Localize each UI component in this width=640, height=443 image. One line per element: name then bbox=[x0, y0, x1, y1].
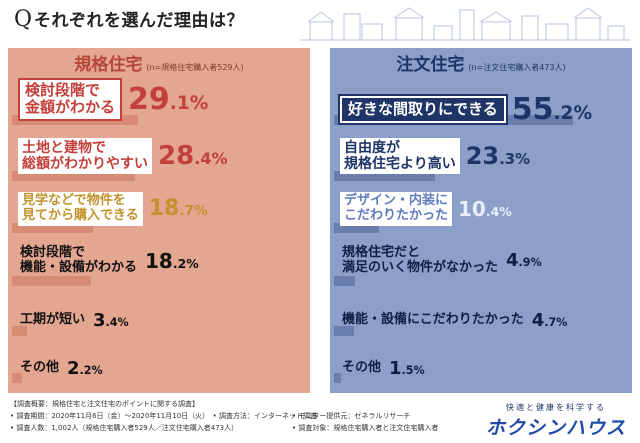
item-chumon-5: その他 1.5% bbox=[342, 358, 425, 379]
survey-footnote: 【調査概要：規格住宅と注文住宅のポイントに関する調査】 • 調査期間：2020年… bbox=[10, 400, 439, 432]
town-illustration-icon bbox=[300, 7, 630, 41]
item-kikaku-2: 見学などで物件を 見てから購入できる 18.7% bbox=[18, 192, 208, 226]
item-chumon-2: デザイン・内装に こだわりたかった 10.4% bbox=[340, 192, 512, 226]
item-chumon-1: 自由度が 規格住宅より高い 23.3% bbox=[340, 138, 531, 175]
item-kikaku-3: 検討段階で 機能・設備がわかる 18.2% bbox=[20, 245, 199, 275]
value-label: 18.7% bbox=[148, 196, 208, 222]
item-kikaku-0: 検討段階で 金額がわかる 29.1% bbox=[18, 78, 208, 121]
bar-chumon-3 bbox=[334, 276, 355, 286]
value-label: 55.2% bbox=[511, 92, 593, 127]
bar-chumon-2 bbox=[334, 223, 379, 233]
title-q: Q bbox=[14, 7, 33, 32]
value-label: 10.4% bbox=[458, 196, 512, 221]
value-label: 4.9% bbox=[506, 250, 542, 272]
brand-logo: 快適と健康を科学する ホクシンハウス bbox=[485, 403, 626, 439]
item-kikaku-5: その他 2.2% bbox=[20, 358, 103, 379]
panel-chumon: 注文住宅 (n=注文住宅購入者473人) 好きな間取りにできる 55.2% 自由度… bbox=[330, 48, 632, 393]
item-chumon-3: 規格住宅だと 満足のいく物件がなかった 4.9% bbox=[342, 245, 542, 275]
value-label: 29.1% bbox=[128, 81, 209, 117]
title-text: それぞれを選んだ理由は？ bbox=[34, 11, 245, 31]
bar-kikaku-5 bbox=[12, 373, 22, 383]
bar-kikaku-2 bbox=[12, 223, 93, 233]
value-label: 23.3% bbox=[465, 142, 531, 171]
item-kikaku-1: 土地と建物で 総額がわかりやすい 28.4% bbox=[18, 138, 228, 175]
value-label: 28.4% bbox=[158, 141, 228, 172]
value-label: 3.4% bbox=[93, 310, 129, 331]
panel-title: 規格住宅 (n=規格住宅購入者529人) bbox=[74, 55, 244, 75]
bar-kikaku-1 bbox=[12, 171, 135, 181]
bar-kikaku-3 bbox=[12, 276, 91, 286]
value-label: 4.7% bbox=[531, 310, 568, 331]
bar-kikaku-4 bbox=[12, 326, 27, 336]
value-label: 1.5% bbox=[389, 358, 425, 379]
value-label: 2.2% bbox=[67, 358, 103, 379]
page-title: Q それぞれを選んだ理由は？ bbox=[14, 6, 244, 36]
item-chumon-4: 機能・設備にこだわりたかった 4.7% bbox=[342, 310, 568, 331]
bar-chumon-4 bbox=[334, 326, 354, 336]
bar-chumon-5 bbox=[334, 373, 341, 383]
panel-kikaku: 規格住宅 (n=規格住宅購入者529人) 検討段階で 金額がわかる 29.1% 土地… bbox=[8, 48, 310, 393]
item-kikaku-4: 工期が短い 3.4% bbox=[20, 310, 129, 331]
bar-chumon-1 bbox=[334, 171, 435, 181]
panel-title: 注文住宅 (n=注文住宅購入者473人) bbox=[396, 55, 566, 75]
item-chumon-0: 好きな間取りにできる 55.2% bbox=[338, 92, 593, 127]
value-label: 18.2% bbox=[145, 248, 199, 273]
